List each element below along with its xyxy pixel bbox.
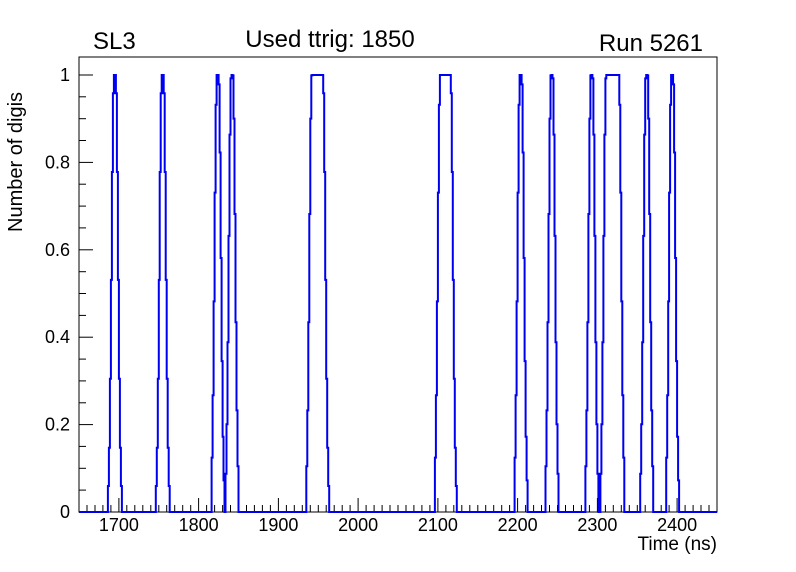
x-tick-label: 2400 — [657, 515, 697, 535]
x-tick-label: 1700 — [99, 515, 139, 535]
chart-title: Used ttrig: 1850 — [245, 26, 415, 53]
x-tick-label: 2000 — [338, 515, 378, 535]
x-tick-label: 2300 — [577, 515, 617, 535]
x-tick-label: 2200 — [498, 515, 538, 535]
superlayer-label: SL3 — [93, 28, 136, 55]
y-tick-label: 0.2 — [45, 415, 70, 435]
x-tick-label: 1800 — [179, 515, 219, 535]
x-tick-label: 2100 — [418, 515, 458, 535]
x-tick-label: 1900 — [258, 515, 298, 535]
y-tick-label: 0.8 — [45, 152, 70, 172]
histogram-line-series — [79, 74, 717, 513]
run-number-label: Run 5261 — [598, 30, 703, 57]
y-tick-label: 1 — [60, 65, 70, 85]
x-axis-title: Time (ns) — [637, 534, 717, 555]
y-tick-label: 0.6 — [45, 240, 70, 260]
y-tick-label: 0 — [60, 502, 70, 522]
y-tick-label: 0.4 — [45, 327, 70, 347]
